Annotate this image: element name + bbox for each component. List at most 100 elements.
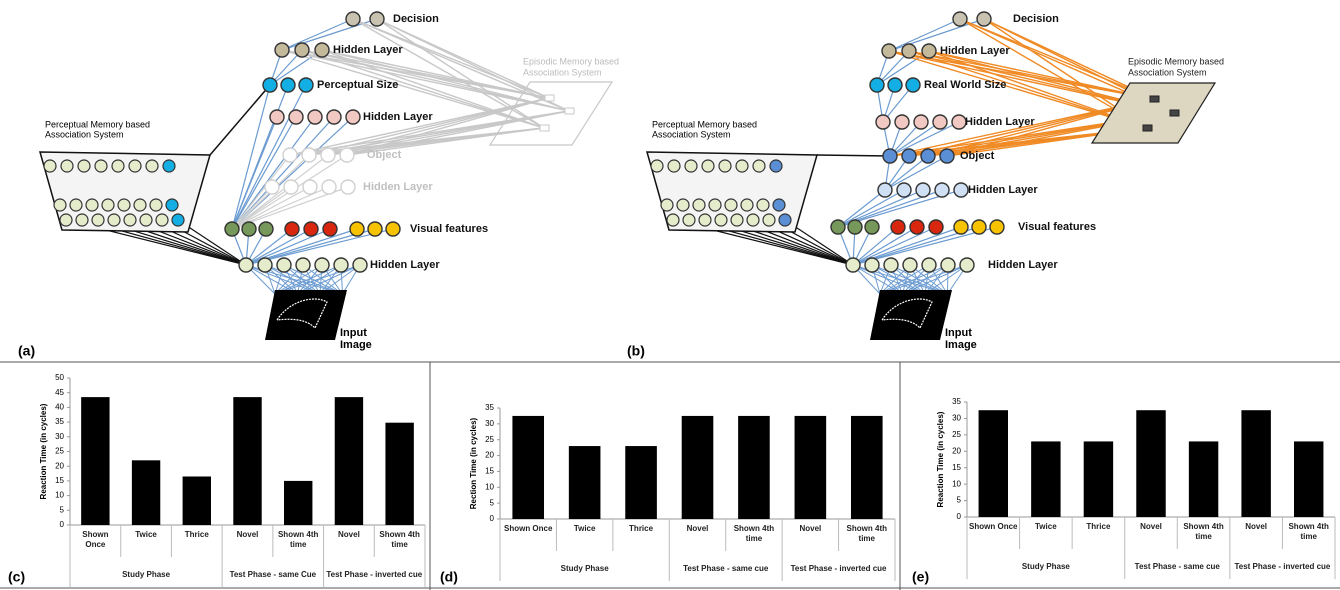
node [334,258,348,272]
node [368,222,382,236]
group-label: Study Phase [967,562,1125,572]
x-tick-label: Novel [1127,522,1176,532]
memory-node [78,160,90,172]
y-axis-label: Rection Time (in cycles) [469,417,478,509]
node [303,180,317,194]
x-tick-label: Shown 4th time [728,524,780,544]
memory-node [166,199,178,211]
y-tick-label: 45 [55,388,64,397]
x-tick-label: Shown 4th time [275,530,322,550]
node [265,180,279,194]
figure: InputImagePerceptual Memory basedAssocia… [0,0,1340,590]
node [954,220,968,234]
memory-node [163,160,175,172]
node [304,222,318,236]
y-tick-label: 20 [952,446,961,455]
layer-label: Hidden Layer [363,181,433,193]
x-tick-label: Twice [558,524,610,534]
y-tick-label: 30 [952,414,961,423]
node [910,220,924,234]
node [897,183,911,197]
layer-label: Hidden Layer [988,259,1058,271]
layer-label: Perceptual Size [317,79,398,91]
y-tick-label: 25 [952,430,961,439]
memory-node [693,199,705,211]
layer-label: Hidden Layer [333,44,403,56]
node [878,183,892,197]
x-tick-label: Thrice [1074,522,1123,532]
node [299,78,313,92]
y-tick-label: 5 [60,505,65,514]
node [902,149,916,163]
memory-node [763,214,775,226]
y-tick-label: 25 [55,447,64,456]
y-tick-label: 35 [485,403,494,412]
layer-label: Decision [393,13,439,25]
memory-node [146,160,158,172]
node [831,220,845,234]
group-label: Test Phase - inverted cue [1230,562,1335,572]
node [284,180,298,194]
panel-label: (d) [440,569,458,585]
bar [682,416,714,519]
x-tick-label: Twice [1022,522,1071,532]
panel-label: (b) [627,343,645,359]
episodic-node [540,125,549,131]
input-label: Input [945,327,972,339]
node [922,258,936,272]
group-label: Test Phase - inverted cue [782,564,895,574]
memory-node [102,199,114,211]
node [308,110,322,124]
group-label: Test Phase - inverted cue [324,570,425,580]
node [289,110,303,124]
y-tick-label: 10 [952,479,961,488]
node [990,220,1004,234]
x-tick-label: Thrice [615,524,667,534]
node [883,149,897,163]
layer-label: Hidden Layer [965,116,1035,128]
node [953,12,967,26]
memory-node [61,160,73,172]
memory-node [699,214,711,226]
x-tick-label: Shown 4th time [841,524,893,544]
bar [335,397,363,525]
node [321,148,335,162]
node [884,258,898,272]
episodic-node [1150,96,1159,102]
node [876,115,890,129]
memory-node [134,199,146,211]
x-tick-label: Shown 4th time [1284,522,1333,542]
y-tick-label: 15 [55,476,64,485]
memory-node [172,214,184,226]
memory-node [683,214,695,226]
node [960,258,974,272]
node [353,258,367,272]
node [346,12,360,26]
y-tick-label: 30 [55,432,64,441]
input-image [870,290,952,340]
x-tick-label: Shown Once [502,524,554,534]
node [295,43,309,57]
node [350,222,364,236]
bar [738,416,770,519]
x-tick-label: Thrice [173,530,220,540]
y-tick-label: 30 [485,419,494,428]
node [954,183,968,197]
memory-node [112,160,124,172]
node [935,183,949,197]
y-tick-label: 25 [485,435,494,444]
x-tick-label: Novel [671,524,723,534]
memory-node [661,199,673,211]
memory-node [725,199,737,211]
y-axis-label: Reaction Time (in cycles) [39,403,48,499]
layer-label: Hidden Layer [940,45,1010,57]
bar [625,446,657,519]
perceptual-system-label: Perceptual Memory based [652,119,757,129]
memory-node [667,214,679,226]
bar [1294,441,1323,517]
y-tick-label: 0 [60,520,65,529]
node [848,220,862,234]
node [865,220,879,234]
input-label: Image [945,339,977,351]
episodic-system-label: Episodic Memory based [523,56,619,66]
